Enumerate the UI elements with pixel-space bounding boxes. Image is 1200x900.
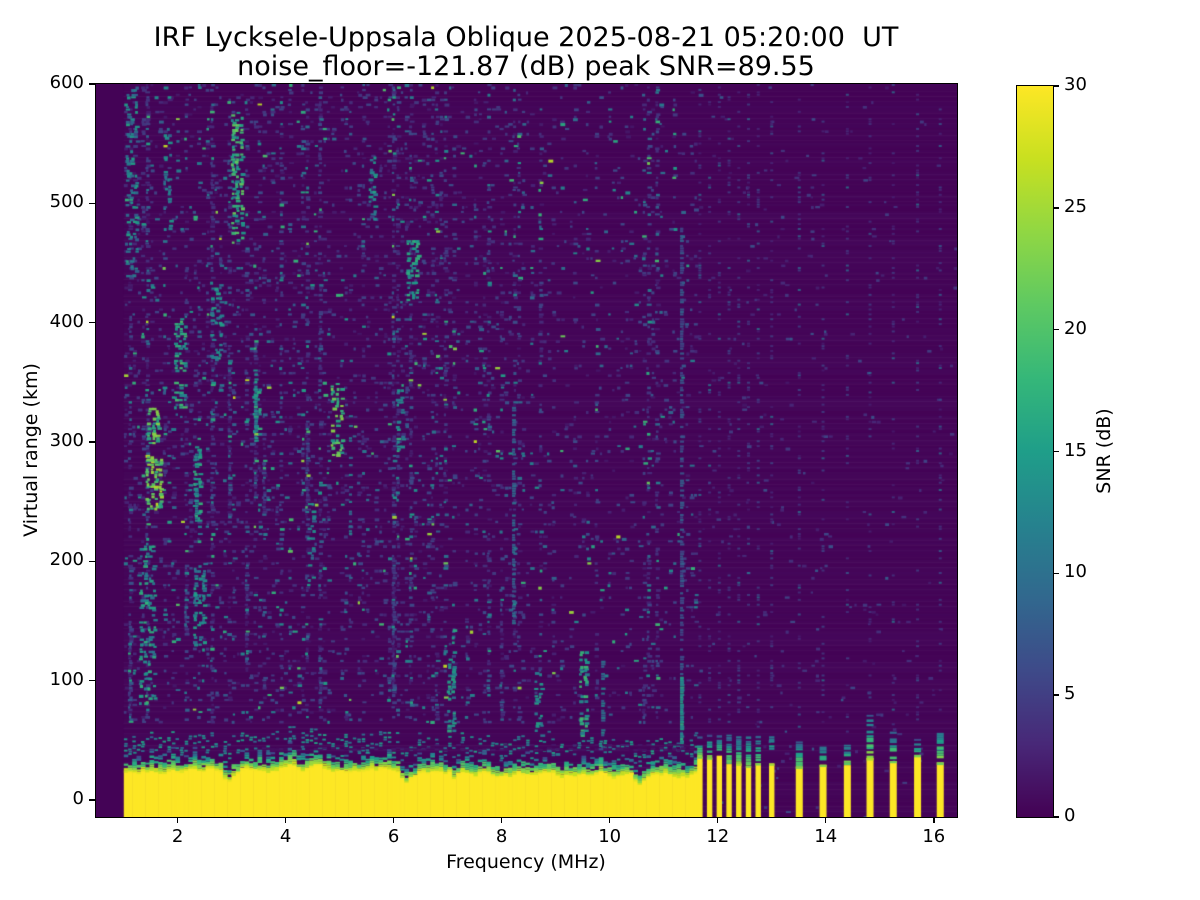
y-tick-label: 0 [72, 788, 84, 810]
colorbar-tick-label: 10 [1064, 561, 1087, 583]
x-tick-mark [716, 817, 719, 823]
colorbar-tick-label: 15 [1064, 439, 1087, 461]
colorbar-tick-mark [1053, 450, 1059, 453]
x-tick-mark [392, 817, 395, 823]
colorbar-label: SNR (dB) [1093, 408, 1115, 494]
y-tick-label: 600 [49, 72, 84, 93]
colorbar-tick-mark [1053, 694, 1059, 696]
colorbar [1017, 86, 1053, 817]
y-tick-mark [89, 83, 96, 85]
colorbar-tick-mark [1053, 816, 1059, 818]
chart-title: IRF Lycksele-Uppsala Oblique 2025-08-21 … [153, 22, 899, 53]
chart-subtitle: noise_floor=-121.87 (dB) peak SNR=89.55 [237, 51, 815, 82]
x-tick-mark [500, 817, 503, 823]
x-tick-label: 2 [171, 826, 184, 847]
y-tick-label: 400 [49, 310, 84, 332]
x-tick-label: 10 [598, 826, 622, 847]
y-tick-label: 200 [49, 549, 84, 571]
y-tick-mark [89, 679, 96, 682]
y-tick-mark [89, 560, 96, 563]
ionogram-heatmap [96, 84, 957, 817]
colorbar-tick-label: 20 [1064, 317, 1087, 339]
x-tick-label: 12 [706, 826, 730, 847]
colorbar-tick-label: 0 [1064, 805, 1076, 826]
y-tick-mark [89, 441, 96, 443]
colorbar-tick-mark [1053, 207, 1059, 209]
x-axis-label: Frequency (MHz) [446, 851, 606, 873]
colorbar-tick-mark [1053, 572, 1059, 575]
x-tick-mark [933, 817, 935, 823]
x-tick-label: 6 [387, 826, 400, 847]
y-tick-mark [89, 321, 96, 324]
y-tick-label: 500 [49, 191, 84, 213]
x-tick-label: 14 [814, 826, 838, 847]
x-tick-mark [176, 817, 179, 823]
y-tick-mark [89, 799, 96, 801]
colorbar-tick-mark [1053, 85, 1059, 87]
x-tick-mark [608, 817, 611, 823]
y-tick-label: 300 [49, 430, 84, 452]
x-tick-mark [824, 817, 827, 823]
colorbar-tick-label: 25 [1064, 195, 1087, 217]
x-tick-label: 4 [279, 826, 292, 847]
colorbar-tick-label: 30 [1064, 74, 1087, 95]
colorbar-tick-label: 5 [1064, 683, 1076, 705]
x-tick-label: 16 [922, 826, 946, 847]
colorbar-tick-mark [1053, 328, 1059, 331]
y-axis-label: Virtual range (km) [20, 363, 42, 537]
x-tick-label: 8 [495, 826, 508, 847]
y-tick-label: 100 [49, 668, 84, 690]
y-tick-mark [89, 202, 96, 205]
x-tick-mark [284, 817, 287, 823]
